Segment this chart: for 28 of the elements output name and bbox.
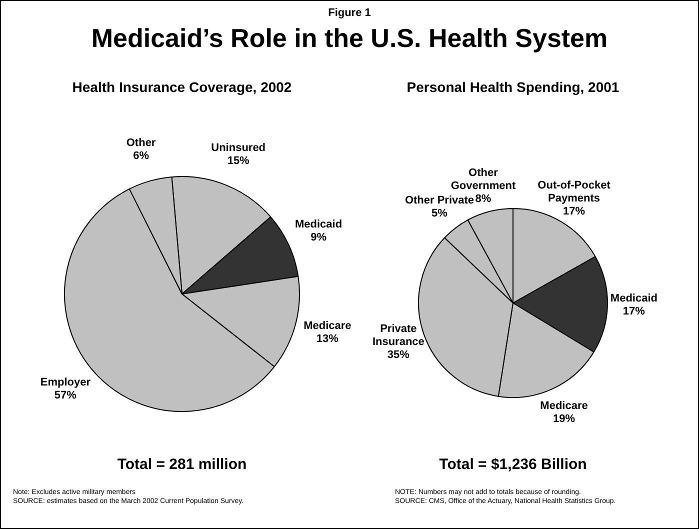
slice-label: Private Insurance xyxy=(372,322,424,348)
data-label: 13% xyxy=(316,332,339,345)
data-label: 6% xyxy=(133,150,150,162)
slice-label: Other Government xyxy=(450,166,516,192)
slice-label: Medicare xyxy=(304,320,352,332)
text: Medicaid’s Role in the U.S. Health System xyxy=(90,23,609,54)
slice-label: Other xyxy=(126,136,156,149)
data-label: 15% xyxy=(227,155,250,168)
caption: Figure 1 xyxy=(327,7,372,19)
slice-label: Medicaid xyxy=(294,218,342,230)
data-label: 8% xyxy=(475,192,492,205)
data-label: 19% xyxy=(553,413,576,426)
data-label: 5% xyxy=(432,207,448,220)
text: Total = 281 million xyxy=(116,456,248,473)
slice-label: Employer xyxy=(40,376,92,389)
data-label: 57% xyxy=(54,390,77,402)
slice-label: Other Private xyxy=(404,194,474,206)
slice-label: Out-of-Pocket Payments xyxy=(538,180,611,205)
data-label: 35% xyxy=(387,348,410,361)
data-label: 17% xyxy=(622,305,646,318)
chart-title: Health Insurance Coverage, 2002 xyxy=(71,79,293,95)
text: Total = $1,236 Billion xyxy=(438,456,588,473)
slice-label: Uninsured xyxy=(211,142,266,154)
data-label: 17% xyxy=(563,206,586,218)
slice-label: Medicare xyxy=(540,400,588,412)
slice-label: Medicaid xyxy=(610,292,658,304)
data-label: 9% xyxy=(310,231,327,244)
chart-title: Personal Health Spending, 2001 xyxy=(406,79,620,95)
